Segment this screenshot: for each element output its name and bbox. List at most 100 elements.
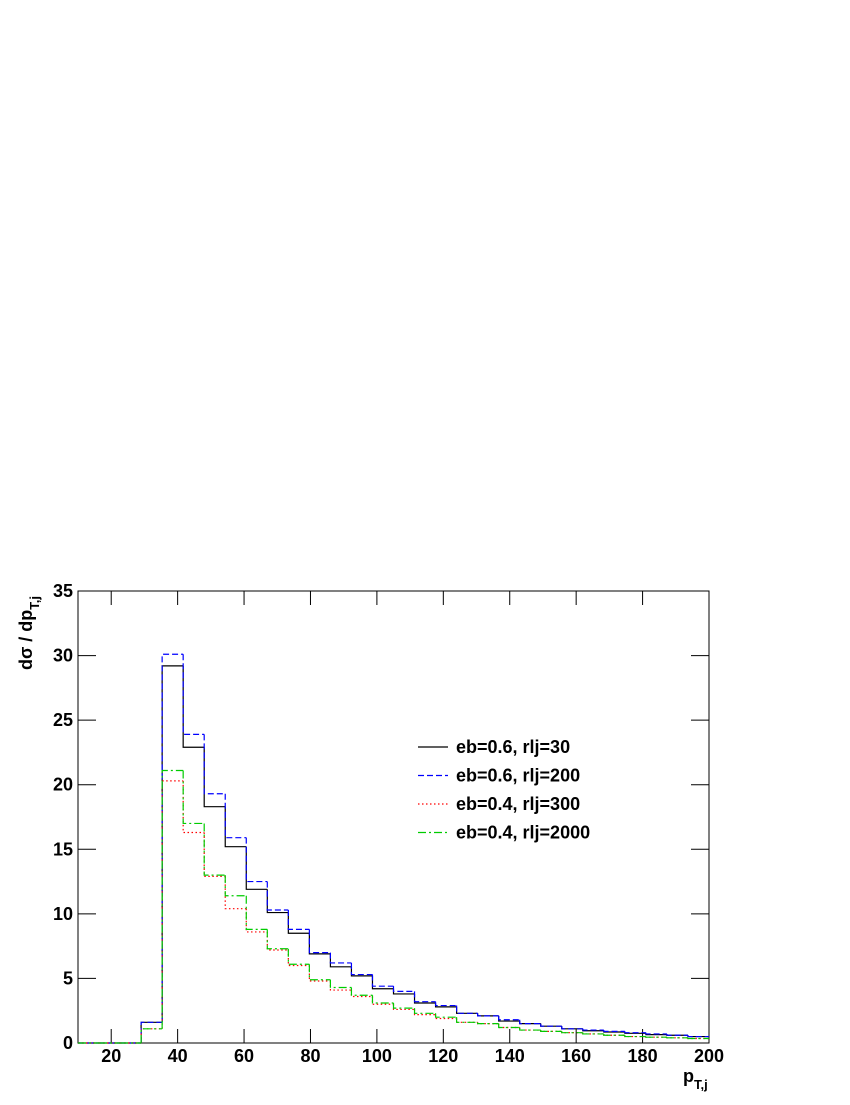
x-tick-label: 100 [362,1046,392,1066]
histogram-bin [371,975,394,990]
histogram-bin [561,1026,583,1030]
histogram-bin [245,846,268,890]
plot-frame [77,590,710,1044]
histogram-bin [666,1033,688,1036]
x-tick-label: 60 [234,1046,254,1066]
histogram-bin [413,991,436,1003]
histogram-bin [287,948,310,965]
histogram-bin [329,981,352,991]
histogram-bin [245,908,268,933]
histogram-bin [266,931,289,951]
histogram-bin [413,1008,436,1014]
histogram-bin [329,979,352,989]
histogram-bin [540,1023,562,1027]
histogram-bin [287,912,310,934]
histogram-bin [203,832,226,878]
legend-label: eb=0.6, rlj=30 [456,737,570,757]
histogram-bin [498,1015,520,1021]
histogram-bin [350,987,373,996]
histogram-bin [687,1037,709,1040]
histogram-bin [687,1035,709,1038]
histogram-bin [308,933,331,955]
y-tick-label: 15 [53,839,73,859]
histogram-bin [456,1017,478,1023]
histogram-bin [561,1031,583,1034]
histogram-bin [203,823,226,876]
histogram-bin [498,1023,520,1029]
histogram-bin [434,1013,457,1018]
histogram-bin [350,966,373,977]
histogram-bin [392,986,415,992]
histogram-bin [645,1036,667,1038]
histogram-bin [287,909,310,930]
y-tick-label: 5 [63,968,73,988]
x-axis-label: pT,j [683,1066,708,1092]
histogram-bin [329,952,352,964]
x-tick-label: 20 [101,1046,121,1066]
histogram-bin [308,929,331,954]
y-axis-label: dσ / dpT,j [16,596,42,670]
histogram-bin [140,1028,163,1043]
histogram-bin [603,1033,625,1036]
histogram-bin [224,793,247,839]
histogram-bin [413,1009,436,1016]
y-label-sub: T,j [27,596,42,610]
histogram-bin [287,950,310,967]
histogram-bin [350,962,373,976]
histogram-bin [266,889,289,914]
y-tick-label: 0 [63,1033,73,1053]
histogram-bin [182,665,205,748]
histogram-bin [182,780,205,834]
histogram-bin [645,1032,667,1035]
histogram-bin [519,1019,541,1025]
histogram-bin [371,974,394,987]
histogram-bin [161,780,184,1029]
histogram-bin [392,1004,415,1011]
legend-label: eb=0.6, rlj=200 [456,766,580,786]
histogram-bin [140,1021,163,1043]
histogram-bin [224,875,247,897]
histogram-bin [477,1013,499,1017]
histogram-bin [140,1021,163,1043]
histogram-bin [666,1037,688,1039]
histogram-bin [582,1032,604,1035]
histogram-bin [161,665,184,1023]
histogram-bin [266,881,289,911]
histogram-bin [371,995,394,1004]
histogram-bin [266,929,289,950]
histogram-bin [140,1028,163,1043]
histogram-bin [203,734,226,795]
x-tick-label: 140 [495,1046,525,1066]
histogram-bin [624,1035,646,1038]
histogram-bin [434,1014,457,1020]
histogram-bin [224,876,247,910]
histogram-bin [182,770,205,825]
histogram-bin [624,1031,646,1034]
histogram-bin [245,895,268,930]
histogram-bin [308,964,331,981]
histogram-bin [203,747,226,808]
x-label-main: p [683,1066,694,1086]
histogram-bin [519,1027,541,1031]
x-tick-label: 40 [168,1046,188,1066]
x-tick-label: 120 [428,1046,458,1066]
y-tick-label: 30 [53,646,73,666]
x-tick-label: 180 [628,1046,658,1066]
y-tick-label: 35 [53,581,73,601]
x-label-sub: T,j [694,1077,708,1092]
histogram-bin [456,1006,478,1014]
y-tick-label: 25 [53,710,73,730]
histogram-bin [582,1028,604,1031]
histogram-bin [329,953,352,968]
x-tick-label: 200 [694,1046,724,1066]
histogram-bin [308,965,331,982]
y-tick-label: 20 [53,775,73,795]
histogram-bin [540,1030,562,1032]
histogram-bin [434,1002,457,1008]
histogram-bin [161,769,184,1029]
legend-label: eb=0.4, rlj=2000 [456,823,590,843]
histogram-bin [182,654,205,735]
histogram-bin [603,1030,625,1032]
histogram-bin [350,990,373,998]
